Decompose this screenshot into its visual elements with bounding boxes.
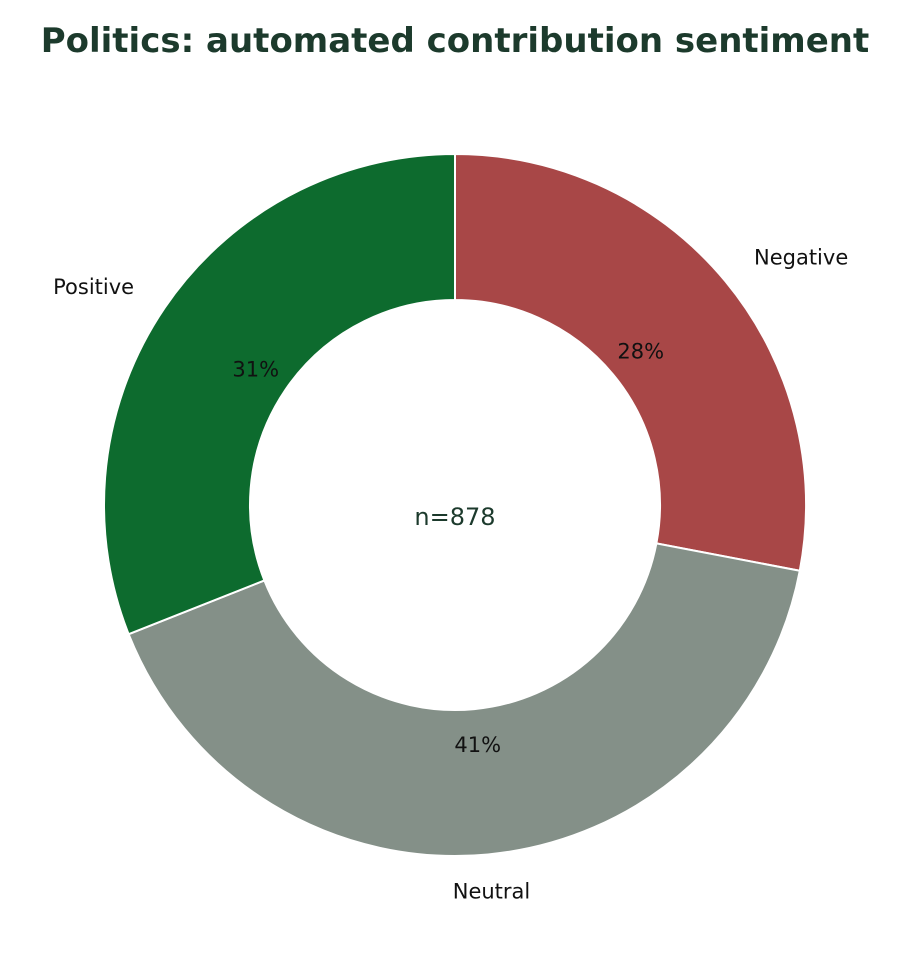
slice-label-positive: Positive: [53, 275, 134, 299]
slice-label-neutral: Neutral: [453, 879, 531, 903]
pct-label-negative: 28%: [617, 339, 664, 363]
slice-negative: [454, 152, 807, 572]
slices-layer: [103, 152, 807, 857]
pct-label-positive: 31%: [232, 358, 279, 382]
labels-layer: 28% Negative 41% Neutral 31% Positive: [53, 246, 848, 904]
center-label: n=878: [414, 503, 495, 531]
slice-neutral: [127, 542, 801, 857]
pct-label-neutral: 41%: [454, 733, 501, 757]
slice-label-negative: Negative: [754, 246, 848, 270]
slice-positive: [103, 152, 456, 636]
chart-title: Politics: automated contribution sentime…: [41, 21, 870, 61]
